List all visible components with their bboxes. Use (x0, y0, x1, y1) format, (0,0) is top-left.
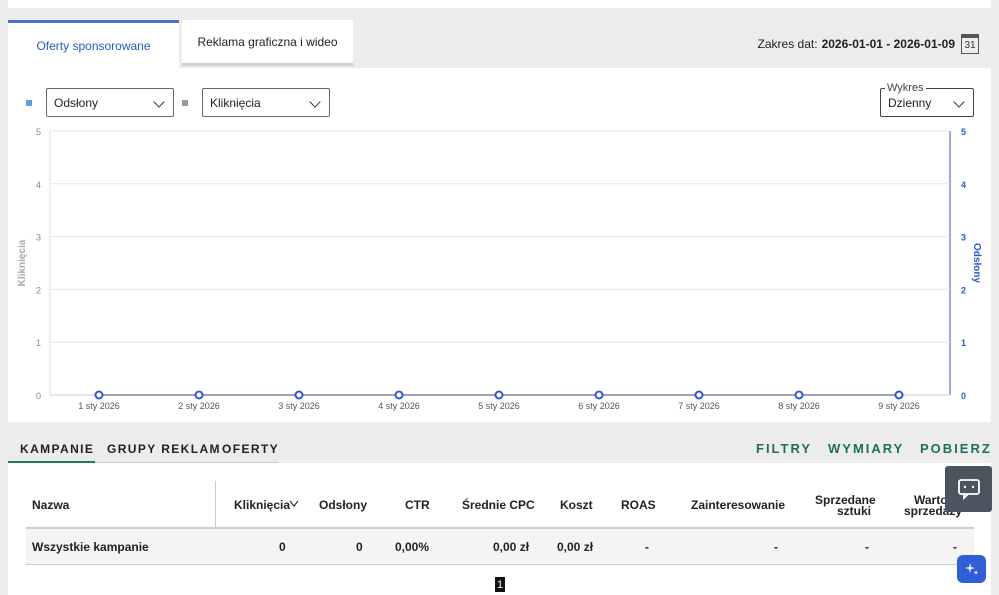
y-axis-label-left: Kliknięcia (17, 239, 28, 286)
header-sold-line2[interactable]: sztuki (837, 504, 872, 518)
y-tick-left: 0 (36, 391, 41, 401)
active-tab-indicator (8, 461, 95, 463)
chat-icon (957, 479, 980, 500)
header-impressions[interactable]: Odsłony (319, 498, 368, 512)
data-point (394, 390, 404, 400)
y-axis-label-right: Odsłony (971, 243, 982, 283)
tab-bar: Oferty sponsorowane Reklama graficzna i … (8, 20, 991, 68)
x-tick-label: 7 sty 2026 (678, 401, 720, 411)
x-tick-label: 1 sty 2026 (78, 401, 120, 411)
lower-tab-bar: KAMPANIE GRUPY REKLAM OFERTY FILTRY WYMI… (8, 432, 991, 463)
tab-campaigns[interactable]: KAMPANIE (20, 442, 95, 456)
chat-feedback-button[interactable] (945, 466, 992, 512)
header-avg-cpc[interactable]: Średnie CPC (462, 498, 535, 512)
metric2-select[interactable]: Kliknięcia (202, 88, 330, 117)
sort-chevron-icon[interactable] (289, 500, 299, 508)
campaigns-table: Nazwa Kliknięcia Odsłony CTR Średnie CPC… (8, 463, 991, 595)
sparkle-icon (964, 563, 978, 575)
download-button[interactable]: POBIERZ (920, 441, 992, 456)
y-tick-right: 0 (961, 391, 966, 401)
column-divider (215, 481, 216, 565)
y-tick-left: 4 (36, 180, 41, 190)
y-tick-right: 3 (961, 233, 966, 243)
metric1-value: Odsłony (54, 95, 99, 110)
y-tick-left: 2 (36, 285, 41, 295)
dimensions-button[interactable]: WYMIARY (828, 441, 905, 456)
top-strip (8, 0, 991, 8)
x-tick-label: 3 sty 2026 (278, 401, 320, 411)
y-tick-right: 4 (961, 180, 966, 190)
x-tick-label: 9 sty 2026 (878, 401, 920, 411)
filters-button[interactable]: FILTRY (756, 441, 813, 456)
x-tick-label: 8 sty 2026 (778, 401, 820, 411)
y-tick-left: 1 (36, 338, 41, 348)
chart-mode-value: Dzienny (888, 95, 932, 110)
data-point (594, 390, 604, 400)
cell-sold: - (865, 540, 869, 554)
header-sold-line1[interactable]: Sprzedane (815, 493, 876, 507)
cell-impressions: 0 (356, 540, 363, 554)
y-tick-right: 2 (961, 285, 966, 295)
tab-display-video[interactable]: Reklama graficzna i wideo (182, 20, 353, 66)
tab-sponsored-offers[interactable]: Oferty sponsorowane (8, 20, 179, 68)
header-value-line1[interactable]: Warto (914, 493, 948, 507)
data-point (794, 390, 804, 400)
data-point (494, 390, 504, 400)
tab-underline (95, 462, 278, 463)
tab-ad-groups[interactable]: GRUPY REKLAM (107, 442, 221, 456)
header-name[interactable]: Nazwa (32, 498, 70, 512)
x-tick-label: 5 sty 2026 (478, 401, 520, 411)
calendar-icon[interactable]: 31 (961, 34, 979, 54)
data-point (194, 390, 204, 400)
metric2-value: Kliknięcia (210, 95, 261, 110)
y-tick-left: 3 (36, 233, 41, 243)
cell-value: - (953, 540, 957, 554)
data-point (94, 390, 104, 400)
y-tick-left: 5 (36, 127, 41, 137)
y-tick-right: 5 (961, 127, 966, 137)
cell-roas: - (645, 540, 649, 554)
cell-interest: - (774, 540, 778, 554)
data-point (894, 390, 904, 400)
performance-card: Oferty sponsorowane Reklama graficzna i … (8, 20, 991, 422)
header-interest[interactable]: Zainteresowanie (691, 498, 786, 512)
date-range-value: 2026-01-01 - 2026-01-09 (821, 37, 955, 51)
header-divider (26, 527, 974, 529)
x-tick-label: 2 sty 2026 (178, 401, 220, 411)
cell-avg-cpc: 0,00 zł (493, 540, 530, 554)
data-point (294, 390, 304, 400)
header-clicks[interactable]: Kliknięcia (234, 498, 291, 512)
date-range-label: Zakres dat: (757, 37, 818, 51)
pagination-page-1[interactable]: 1 (495, 577, 505, 592)
sparkle-assistant-button[interactable] (957, 555, 986, 583)
x-tick-label: 6 sty 2026 (578, 401, 620, 411)
x-tick-label: 4 sty 2026 (378, 401, 420, 411)
line-chart: 0 0 1 1 2 2 3 3 4 4 5 5 Kliknięcia Odsłony 1 sty 2026 2… (17, 127, 982, 411)
date-range[interactable]: Zakres dat: 2026-01-01 - 2026-01-09 31 (758, 34, 979, 54)
legend-impressions-swatch (26, 100, 32, 106)
tab-offers[interactable]: OFERTY (222, 442, 280, 456)
cell-ctr: 0,00% (395, 540, 430, 554)
chart-panel: Odsłony Kliknięcia Dzienny Wykres 0 0 1 1 2 2… (8, 68, 991, 422)
metric1-select[interactable]: Odsłony (46, 88, 174, 117)
y-tick-right: 1 (961, 338, 966, 348)
header-roas[interactable]: ROAS (621, 498, 656, 512)
header-cost[interactable]: Koszt (560, 498, 593, 512)
cell-clicks: 0 (279, 540, 286, 554)
header-ctr[interactable]: CTR (405, 498, 430, 512)
table-row[interactable] (26, 529, 974, 564)
cell-name[interactable]: Wszystkie kampanie (32, 540, 149, 554)
cell-cost: 0,00 zł (557, 540, 594, 554)
chart-mode-label: Wykres (885, 82, 926, 94)
data-point (694, 390, 704, 400)
row-divider (26, 564, 974, 565)
legend-clicks-swatch (182, 100, 188, 106)
